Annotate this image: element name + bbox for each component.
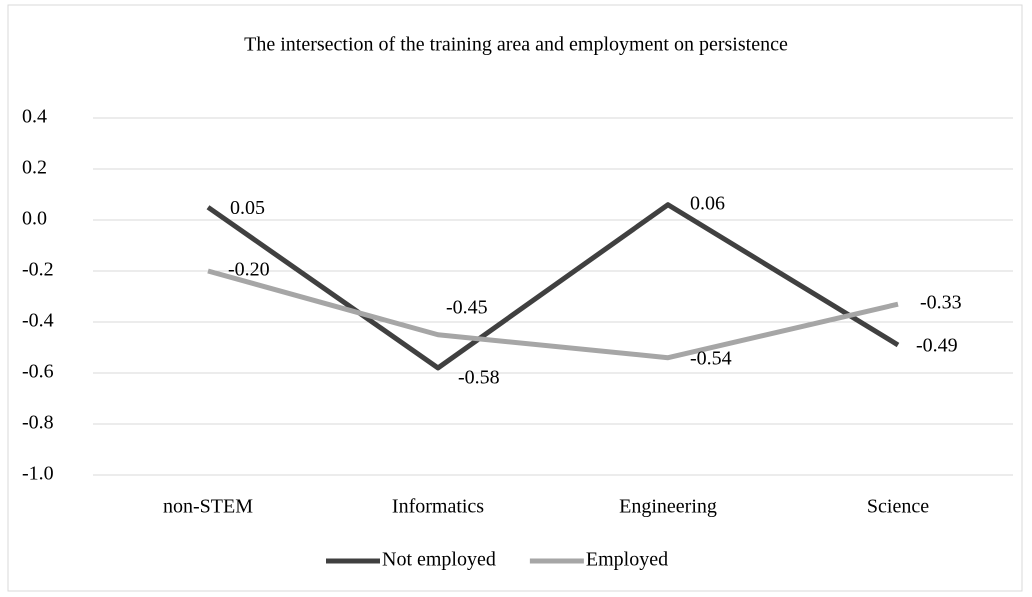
legend-label: Not employed (382, 549, 496, 571)
data-label: -0.45 (446, 296, 488, 318)
x-tick-label: Informatics (392, 496, 484, 518)
y-tick-label: -1.0 (22, 463, 54, 485)
y-tick-label: 0.2 (22, 157, 47, 179)
y-tick-label: -0.4 (22, 310, 54, 332)
series-line (206, 202, 900, 371)
data-label: 0.06 (690, 192, 725, 214)
legend-label: Employed (586, 549, 668, 571)
x-tick-label: non-STEM (163, 496, 253, 518)
chart-title: The intersection of the training area an… (244, 34, 788, 56)
x-tick-label: Science (867, 496, 929, 518)
y-tick-label: 0.4 (22, 106, 47, 128)
y-tick-label: -0.8 (22, 412, 54, 434)
chart-border (7, 4, 1023, 592)
x-tick-label: Engineering (619, 496, 717, 518)
data-label: -0.54 (690, 347, 732, 369)
data-label: -0.20 (228, 259, 270, 281)
data-label: -0.49 (916, 335, 958, 357)
y-tick-label: 0.0 (22, 208, 47, 230)
y-tick-label: -0.2 (22, 259, 54, 281)
data-label: 0.05 (230, 197, 265, 219)
series-line (207, 268, 899, 361)
data-label: -0.33 (920, 292, 962, 314)
data-label: -0.58 (458, 366, 500, 388)
y-tick-label: -0.6 (22, 361, 54, 383)
